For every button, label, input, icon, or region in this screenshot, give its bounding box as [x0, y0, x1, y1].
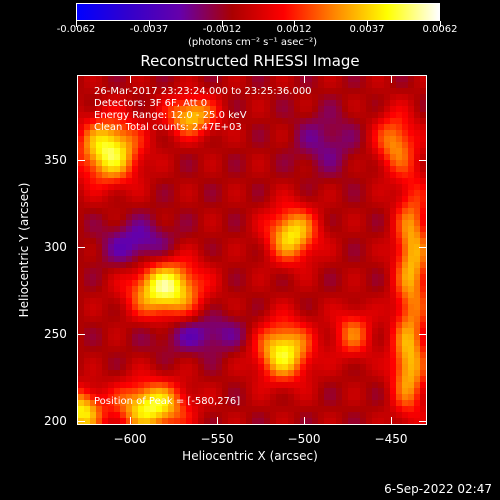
x-tick [217, 76, 218, 83]
x-tick [391, 76, 392, 83]
y-tick [78, 334, 85, 335]
x-tick-label: −550 [200, 432, 234, 446]
colorbar-tick-label: 0.0062 [422, 24, 458, 35]
colorbar-tick-label: 0.0037 [349, 24, 385, 35]
colorbar-tick [222, 21, 223, 27]
y-tick-label: 300 [44, 240, 67, 254]
colorbar-tick [367, 21, 368, 27]
colorbar-tick [440, 21, 441, 27]
plot-frame [77, 75, 427, 425]
plot-title: Reconstructed RHESSI Image [140, 52, 360, 70]
colorbar-tick-label: -0.0037 [129, 24, 169, 35]
y-tick [419, 334, 426, 335]
x-tick [304, 417, 305, 424]
y-tick-label: 200 [44, 414, 67, 428]
x-tick [130, 417, 131, 424]
colorbar-tick-label: 0.0012 [276, 24, 312, 35]
y-tick [78, 421, 85, 422]
x-tick [217, 417, 218, 424]
info-peak-position: Position of Peak = [-580,276] [94, 396, 241, 407]
colorbar-tick [76, 21, 77, 27]
y-tick [419, 247, 426, 248]
x-tick [304, 76, 305, 83]
x-tick-label: −500 [287, 432, 321, 446]
y-tick [78, 247, 85, 248]
y-tick [78, 160, 85, 161]
colorbar-tick-label: -0.0012 [202, 24, 242, 35]
x-tick-label: −450 [374, 432, 408, 446]
y-tick [419, 160, 426, 161]
colorbar-tick [149, 21, 150, 27]
colorbar-tick-label: -0.0062 [56, 24, 96, 35]
date-stamp: 6-Sep-2022 02:47 [384, 482, 492, 496]
y-tick-label: 350 [44, 153, 67, 167]
info-clean-counts: Clean Total counts: 2.47E+03 [94, 122, 242, 133]
info-time-range: 26-Mar-2017 23:23:24.000 to 23:25:36.000 [94, 86, 312, 97]
y-tick-label: 250 [44, 327, 67, 341]
colorbar [76, 3, 440, 21]
y-tick [419, 421, 426, 422]
colorbar-units: (photons cm⁻² s⁻¹ asec⁻²) [188, 37, 318, 48]
x-tick [130, 76, 131, 83]
y-axis-title: Heliocentric Y (arcsec) [17, 182, 31, 318]
info-energy-range: Energy Range: 12.0 - 25.0 keV [94, 110, 247, 121]
x-tick-label: −600 [113, 432, 147, 446]
x-axis-title: Heliocentric X (arcsec) [182, 449, 318, 463]
x-tick [391, 417, 392, 424]
info-detectors: Detectors: 3F 6F, Att 0 [94, 98, 208, 109]
heatmap-image [78, 76, 426, 424]
colorbar-tick [294, 21, 295, 27]
